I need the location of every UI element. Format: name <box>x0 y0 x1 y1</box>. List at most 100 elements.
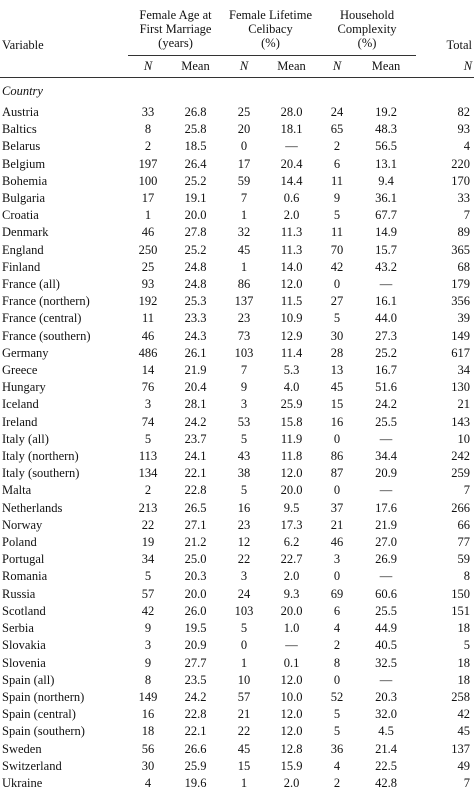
row-celibacy-n: 103 <box>223 345 265 362</box>
row-age-mean: 19.6 <box>168 775 223 792</box>
row-household-n: 11 <box>318 173 356 190</box>
row-celibacy-mean: 28.0 <box>265 104 318 121</box>
row-household-n: 5 <box>318 310 356 327</box>
row-celibacy-n: 7 <box>223 190 265 207</box>
row-celibacy-n: 3 <box>223 396 265 413</box>
row-total-n: 82 <box>416 104 474 121</box>
row-celibacy-n: 21 <box>223 706 265 723</box>
row-household-n: 0 <box>318 276 356 293</box>
header-group-celibacy-line1: Female Lifetime <box>223 8 318 22</box>
row-celibacy-mean: 12.0 <box>265 672 318 689</box>
row-household-mean: 27.3 <box>356 328 416 345</box>
row-country: Spain (central) <box>0 706 128 723</box>
row-age-n: 8 <box>128 672 168 689</box>
row-total-n: 77 <box>416 534 474 551</box>
row-age-mean: 26.1 <box>168 345 223 362</box>
row-celibacy-mean: 14.4 <box>265 173 318 190</box>
row-celibacy-n: 0 <box>223 138 265 155</box>
row-country: Ireland <box>0 414 128 431</box>
row-country: Poland <box>0 534 128 551</box>
row-celibacy-n: 7 <box>223 362 265 379</box>
row-household-n: 6 <box>318 603 356 620</box>
row-celibacy-n: 17 <box>223 156 265 173</box>
row-celibacy-mean: 20.4 <box>265 156 318 173</box>
row-age-n: 46 <box>128 328 168 345</box>
row-household-n: 5 <box>318 706 356 723</box>
row-country: Sweden <box>0 741 128 758</box>
row-household-mean: 16.7 <box>356 362 416 379</box>
row-total-n: 21 <box>416 396 474 413</box>
row-celibacy-mean: 11.3 <box>265 224 318 241</box>
row-household-mean: 25.2 <box>356 345 416 362</box>
row-celibacy-mean: 12.0 <box>265 723 318 740</box>
row-age-mean: 24.3 <box>168 328 223 345</box>
row-age-mean: 21.2 <box>168 534 223 551</box>
row-celibacy-n: 53 <box>223 414 265 431</box>
row-celibacy-mean: 12.0 <box>265 465 318 482</box>
row-country: Hungary <box>0 379 128 396</box>
header-sub-empty <box>0 56 128 78</box>
row-age-mean: 24.2 <box>168 689 223 706</box>
row-total-n: 7 <box>416 482 474 499</box>
row-age-n: 34 <box>128 551 168 568</box>
row-age-mean: 23.5 <box>168 672 223 689</box>
row-country: Serbia <box>0 620 128 637</box>
row-celibacy-mean: — <box>265 138 318 155</box>
row-celibacy-n: 73 <box>223 328 265 345</box>
row-household-mean: 34.4 <box>356 448 416 465</box>
row-age-n: 9 <box>128 655 168 672</box>
row-age-mean: 27.1 <box>168 517 223 534</box>
row-celibacy-mean: 20.0 <box>265 603 318 620</box>
row-total-n: 149 <box>416 328 474 345</box>
row-age-n: 2 <box>128 482 168 499</box>
row-total-n: 42 <box>416 706 474 723</box>
row-age-n: 8 <box>128 121 168 138</box>
row-household-mean: 20.9 <box>356 465 416 482</box>
row-household-n: 3 <box>318 551 356 568</box>
row-age-mean: 23.7 <box>168 431 223 448</box>
row-celibacy-n: 1 <box>223 775 265 792</box>
row-household-n: 24 <box>318 104 356 121</box>
row-household-mean: — <box>356 276 416 293</box>
row-celibacy-mean: 12.8 <box>265 741 318 758</box>
row-household-n: 15 <box>318 396 356 413</box>
row-celibacy-mean: 5.3 <box>265 362 318 379</box>
row-celibacy-mean: 11.8 <box>265 448 318 465</box>
row-household-mean: 24.2 <box>356 396 416 413</box>
row-total-n: 33 <box>416 190 474 207</box>
header-group-household-line2: Complexity <box>318 22 416 36</box>
row-age-n: 2 <box>128 138 168 155</box>
row-celibacy-n: 22 <box>223 551 265 568</box>
row-age-n: 30 <box>128 758 168 775</box>
row-country: Italy (all) <box>0 431 128 448</box>
row-household-n: 86 <box>318 448 356 465</box>
row-household-mean: 19.2 <box>356 104 416 121</box>
row-celibacy-mean: 15.8 <box>265 414 318 431</box>
row-celibacy-mean: 18.1 <box>265 121 318 138</box>
row-age-mean: 22.1 <box>168 723 223 740</box>
row-celibacy-mean: 12.0 <box>265 706 318 723</box>
row-country: Belgium <box>0 156 128 173</box>
row-household-n: 0 <box>318 672 356 689</box>
row-age-mean: 21.9 <box>168 362 223 379</box>
row-household-n: 52 <box>318 689 356 706</box>
row-household-n: 87 <box>318 465 356 482</box>
row-total-n: 8 <box>416 568 474 585</box>
row-age-n: 192 <box>128 293 168 310</box>
row-age-mean: 20.4 <box>168 379 223 396</box>
row-country: Finland <box>0 259 128 276</box>
